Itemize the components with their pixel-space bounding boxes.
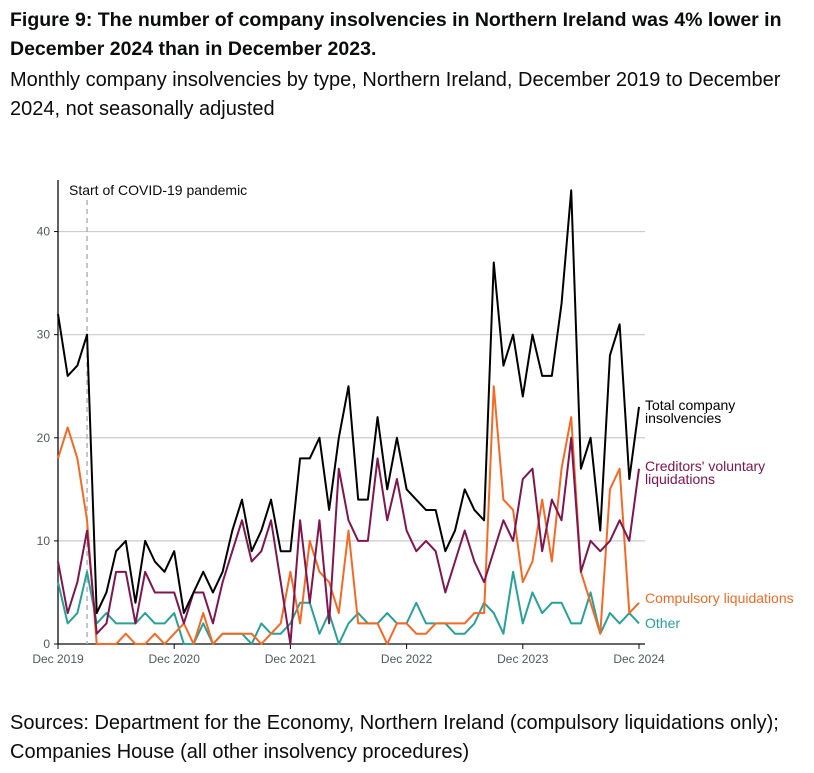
series-line-total-company-insolvencies xyxy=(57,189,640,615)
y-tick-label: 10 xyxy=(37,534,51,548)
series-label-creditors-voluntary-liquidations: Creditors' voluntary liquidations xyxy=(645,458,765,487)
x-tick-label: Dec 2021 xyxy=(265,652,317,666)
x-tick-label: Dec 2023 xyxy=(497,652,549,666)
series-label-total-company-insolvencies: Total company insolvencies xyxy=(645,397,735,426)
x-axis: Dec 2019 Dec 2020 Dec 2021 Dec 2022 Dec 2023… xyxy=(32,643,665,666)
gridlines xyxy=(58,230,645,542)
series-label-line: insolvencies xyxy=(645,410,721,426)
x-tick-label: Dec 2020 xyxy=(149,652,201,666)
x-tick-label: Dec 2022 xyxy=(381,652,433,666)
y-tick-label: 40 xyxy=(37,225,51,239)
chart-source-note: Sources: Department for the Economy, Nor… xyxy=(10,712,779,763)
y-tick-label: 20 xyxy=(37,431,51,445)
series-line-compulsory-liquidations xyxy=(57,385,640,645)
series-line-other xyxy=(57,570,640,645)
chart-subtitle: Monthly company insolvencies by type, No… xyxy=(10,69,781,120)
y-tick-label: 0 xyxy=(43,637,50,651)
x-tick-label: Dec 2019 xyxy=(32,652,84,666)
series-line-creditors-voluntary-liquidations xyxy=(57,436,640,645)
y-tick-label: 30 xyxy=(37,328,51,342)
covid-annotation-label: Start of COVID-19 pandemic xyxy=(69,182,247,198)
series-label-line: Other xyxy=(645,615,680,631)
x-tick-label: Dec 2024 xyxy=(613,652,665,666)
series-label-compulsory-liquidations: Compulsory liquidations xyxy=(645,590,794,606)
series-lines xyxy=(57,189,640,645)
covid-annotation: Start of COVID-19 pandemic xyxy=(69,182,247,644)
series-label-line: Compulsory liquidations xyxy=(645,590,794,606)
series-label-other: Other xyxy=(645,615,680,631)
series-label-line: Total company xyxy=(645,397,735,413)
y-axis: 0 10 20 30 40 xyxy=(37,180,59,651)
series-label-line: liquidations xyxy=(645,471,715,487)
series-label-line: Creditors' voluntary xyxy=(645,458,765,474)
chart-title: Figure 9: The number of company insolven… xyxy=(10,9,782,60)
series-labels: Total company insolvencies Creditors' volu… xyxy=(645,397,794,631)
